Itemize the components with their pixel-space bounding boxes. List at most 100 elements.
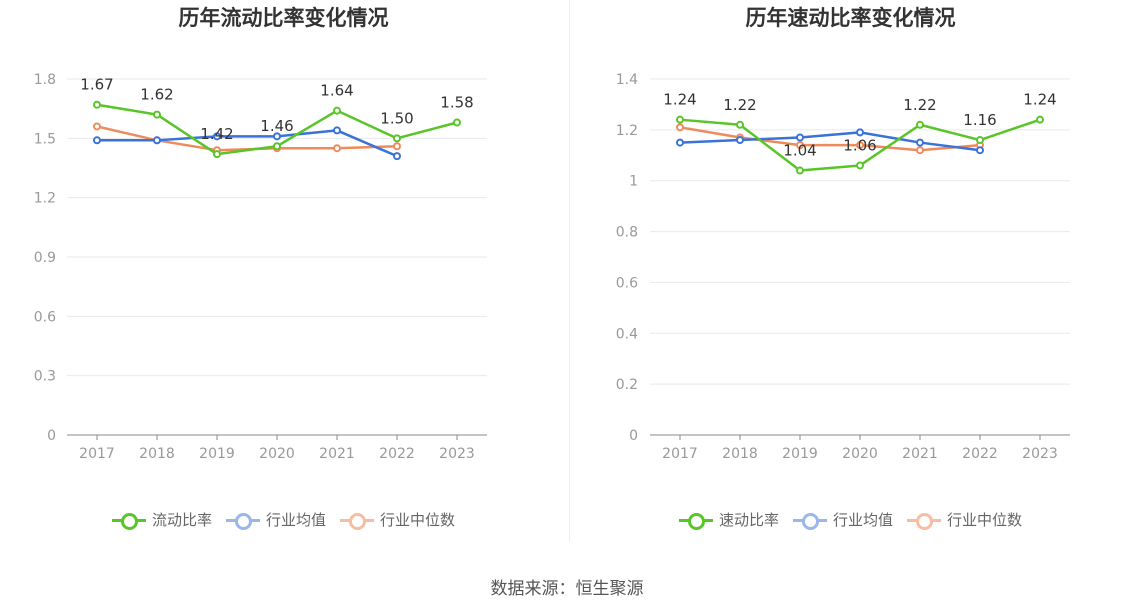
data-point — [796, 141, 804, 150]
legend-label: 速动比率 — [718, 511, 779, 529]
x-tick-label: 2022 — [379, 446, 415, 462]
legend-line-icon — [340, 512, 374, 530]
legend-item-industry-median[interactable]: 行业中位数 — [340, 509, 455, 530]
x-tick-label: 2017 — [662, 446, 698, 462]
data-label: 1.46 — [260, 117, 293, 135]
data-point — [333, 106, 341, 115]
x-tick-label: 2018 — [722, 446, 758, 462]
data-label: 1.50 — [380, 109, 413, 127]
data-point — [453, 118, 461, 127]
legend-item-industry-mean[interactable]: 行业均值 — [792, 509, 893, 530]
legend-label: 行业中位数 — [947, 511, 1023, 529]
y-tick-label: 1.2 — [616, 123, 638, 139]
data-point — [393, 142, 401, 151]
quick-ratio-panel: 历年速动比率变化情况 0 0.2 0.4 0.6 0.8 1 1.2 1.4 2017 2018 2… — [567, 0, 1134, 560]
data-label: 1.22 — [723, 96, 756, 114]
data-point — [796, 166, 804, 175]
data-label: 1.06 — [843, 136, 876, 154]
legend-item-current-ratio[interactable]: 流动比率 — [111, 509, 212, 530]
data-point — [1036, 115, 1044, 124]
data-label: 1.16 — [963, 111, 996, 129]
data-label: 1.24 — [1023, 91, 1056, 109]
data-point — [213, 150, 221, 159]
data-point — [93, 122, 101, 131]
y-tick-label: 1.4 — [616, 72, 638, 88]
x-tick-label: 2021 — [319, 446, 355, 462]
data-point — [916, 138, 924, 147]
series-line-1 — [679, 131, 981, 152]
y-tick-label: 0.4 — [616, 326, 638, 342]
data-label: 1.22 — [903, 96, 936, 114]
data-point — [796, 133, 804, 142]
legend-item-industry-median[interactable]: 行业中位数 — [907, 509, 1022, 530]
legend-line-icon — [907, 512, 941, 530]
data-point — [856, 128, 864, 137]
data-point — [93, 100, 101, 109]
y-tick-label: 0 — [47, 428, 56, 444]
data-point — [856, 141, 864, 150]
chart-title: 历年速动比率变化情况 — [745, 6, 956, 30]
data-point — [153, 136, 161, 145]
data-point — [916, 146, 924, 155]
data-point — [273, 142, 281, 151]
y-tick-label: 1.5 — [34, 131, 56, 147]
legend-line-icon — [111, 512, 146, 530]
legend-label: 流动比率 — [151, 511, 212, 529]
data-point — [736, 120, 744, 129]
y-tick-label: 0 — [629, 428, 638, 444]
data-label: 1.64 — [320, 82, 353, 100]
x-tick-label: 2019 — [782, 446, 818, 462]
y-tick-label: 0.2 — [616, 377, 638, 393]
y-tick-label: 1.8 — [34, 72, 56, 88]
x-tick-label: 2023 — [1022, 446, 1058, 462]
legend-line-icon — [225, 512, 260, 530]
chart-title: 历年流动比率变化情况 — [178, 6, 389, 30]
y-tick-label: 1.2 — [34, 191, 56, 207]
y-tick-label: 0.6 — [616, 275, 638, 291]
legend-item-industry-mean[interactable]: 行业均值 — [225, 509, 326, 530]
x-tick-label: 2021 — [902, 446, 938, 462]
data-point — [93, 136, 101, 145]
legend-line-icon — [792, 512, 827, 530]
x-tick-label: 2020 — [259, 446, 295, 462]
chart-legend: 速动比率 行业均值 行业中位数 — [567, 509, 1134, 530]
data-point — [856, 161, 864, 170]
y-tick-label: 0.3 — [34, 369, 56, 385]
data-label: 1.67 — [80, 76, 113, 94]
data-point — [153, 110, 161, 119]
legend-label: 行业均值 — [832, 511, 893, 529]
panel-divider — [569, 0, 570, 542]
y-tick-label: 0.8 — [616, 225, 638, 241]
current-ratio-panel: 历年流动比率变化情况 0 0.3 0.6 0.9 1.2 1.5 1.8 2017 2018 20… — [0, 0, 567, 560]
y-tick-label: 0.9 — [34, 250, 56, 266]
data-point — [393, 134, 401, 143]
data-point — [976, 146, 984, 155]
legend-label: 行业均值 — [265, 511, 326, 529]
data-point — [333, 144, 341, 153]
legend-item-quick-ratio[interactable]: 速动比率 — [678, 509, 779, 530]
data-point — [333, 126, 341, 135]
data-point — [273, 132, 281, 141]
y-tick-label: 0.6 — [34, 309, 56, 325]
data-point — [676, 115, 684, 124]
data-point — [916, 120, 924, 129]
data-point — [976, 136, 984, 145]
x-tick-label: 2022 — [962, 446, 998, 462]
data-label: 1.04 — [783, 142, 816, 160]
x-tick-label: 2020 — [842, 446, 878, 462]
data-label: 1.62 — [140, 86, 173, 104]
data-label: 1.42 — [200, 125, 233, 143]
data-label: 1.24 — [663, 91, 696, 109]
x-tick-label: 2017 — [79, 446, 115, 462]
data-point — [676, 138, 684, 147]
x-tick-label: 2019 — [199, 446, 235, 462]
legend-label: 行业中位数 — [380, 511, 456, 529]
quick-ratio-chart: 0 0.2 0.4 0.6 0.8 1 1.2 1.4 2017 2018 2019 2020 2021… — [616, 72, 1070, 462]
data-point — [393, 152, 401, 161]
data-point — [213, 132, 221, 141]
data-point — [676, 123, 684, 132]
data-point — [736, 136, 744, 145]
y-tick-label: 1 — [629, 174, 638, 190]
chart-legend: 流动比率 行业均值 行业中位数 — [0, 509, 567, 530]
current-ratio-chart: 0 0.3 0.6 0.9 1.2 1.5 1.8 2017 2018 2019 2020 2021 2… — [34, 72, 487, 462]
